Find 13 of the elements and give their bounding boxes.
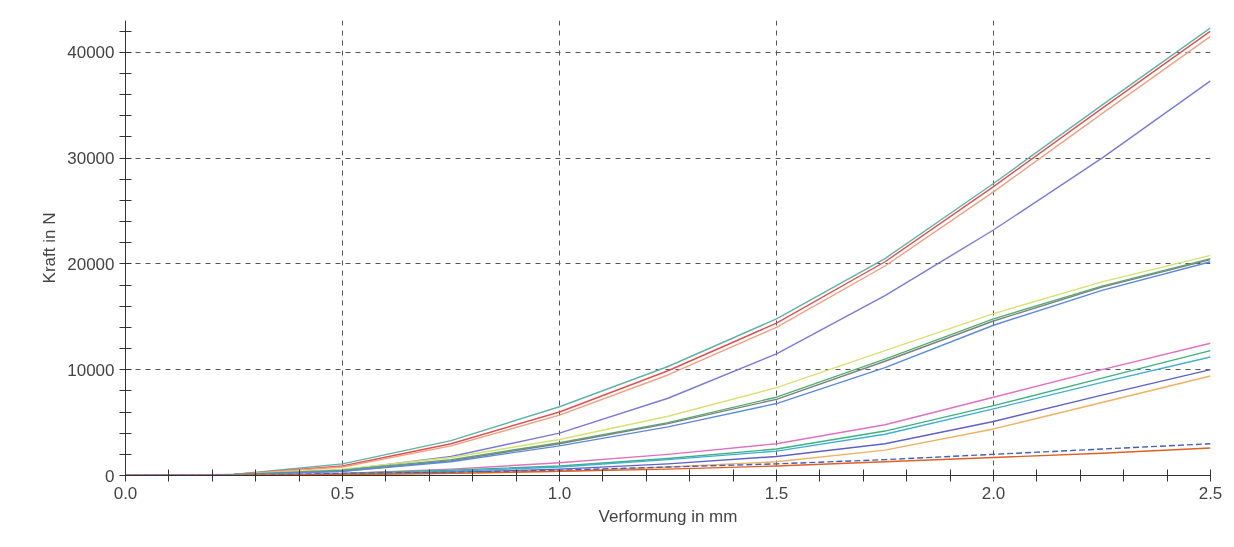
y-tick-label: 30000 bbox=[67, 149, 115, 169]
x-axis-title: Verformung in mm bbox=[598, 506, 738, 526]
y-tick-label: 0 bbox=[105, 466, 115, 486]
x-tick-label: 2.5 bbox=[1198, 483, 1223, 503]
y-tick-label: 20000 bbox=[67, 254, 115, 274]
x-tick-label: 1.0 bbox=[547, 483, 572, 503]
y-axis-title: Kraft in N bbox=[40, 212, 60, 284]
y-tick-label: 10000 bbox=[67, 360, 115, 380]
x-tick-label: 0.0 bbox=[113, 483, 138, 503]
x-tick-label: 0.5 bbox=[330, 483, 355, 503]
x-tick-label: 1.5 bbox=[764, 483, 789, 503]
x-tick-label: 2.0 bbox=[981, 483, 1006, 503]
y-tick-label: 40000 bbox=[67, 43, 115, 63]
